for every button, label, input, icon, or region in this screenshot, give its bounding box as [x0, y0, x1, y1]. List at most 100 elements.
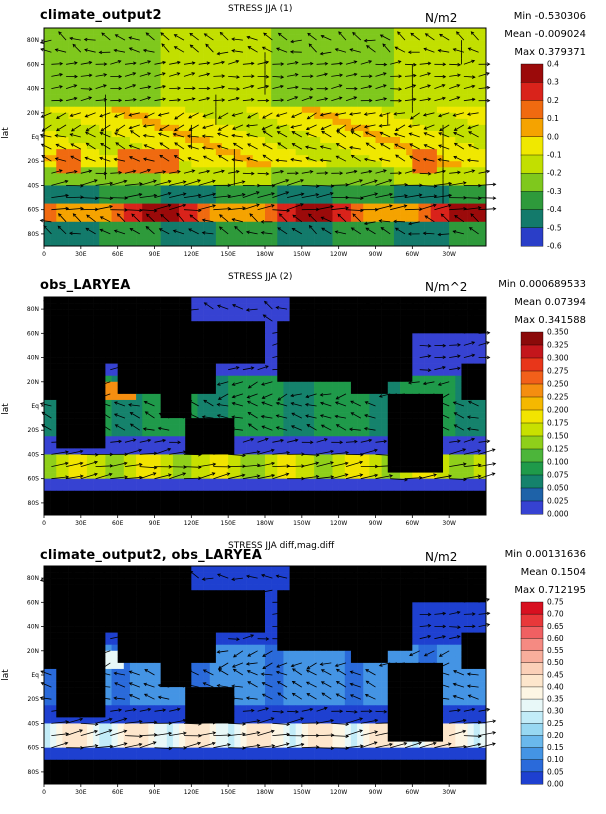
map-cell — [400, 173, 407, 180]
map-cell — [172, 215, 180, 223]
map-cell — [320, 303, 327, 310]
map-cell — [443, 315, 450, 322]
wind-vector — [291, 112, 302, 118]
map-cell — [142, 339, 149, 346]
map-cell — [449, 161, 456, 168]
map-cell — [99, 28, 106, 35]
map-cell — [185, 303, 192, 310]
map-cell — [283, 40, 290, 47]
map-cell — [111, 58, 118, 65]
wind-vector — [287, 193, 304, 198]
map-cell — [136, 70, 143, 77]
wind-vector — [261, 232, 273, 235]
map-cell — [430, 345, 438, 352]
map-cell — [258, 137, 266, 144]
wind-vector — [408, 221, 420, 225]
map-cell — [123, 88, 131, 95]
map-cell — [240, 215, 247, 223]
map-cell — [117, 345, 125, 352]
map-cell — [74, 118, 82, 126]
map-cell — [430, 303, 438, 310]
map-cell — [455, 197, 462, 204]
map-cell — [252, 327, 260, 334]
map-cell — [320, 167, 327, 174]
map-cell — [344, 112, 352, 120]
wind-vector-head — [410, 32, 415, 37]
map-cell — [117, 34, 125, 41]
map-cell — [123, 233, 131, 241]
map-cell — [381, 315, 389, 322]
map-cell — [93, 345, 100, 352]
map-cell — [479, 197, 487, 204]
map-cell — [142, 227, 149, 235]
map-cell — [179, 239, 186, 247]
wind-vector-head — [403, 204, 408, 208]
map-cell — [344, 321, 352, 328]
map-cell — [172, 137, 180, 144]
map-cell — [222, 130, 229, 138]
map-cell — [209, 327, 217, 334]
map-cell — [443, 46, 450, 53]
map-cell — [68, 64, 75, 71]
map-cell — [258, 227, 266, 235]
map-cell — [289, 137, 296, 144]
map-cell — [326, 369, 333, 377]
map-cell — [314, 351, 321, 358]
map-cell — [50, 130, 57, 138]
map-cell — [473, 94, 481, 101]
wind-vector-head — [378, 157, 383, 162]
wind-vector-head — [236, 75, 240, 79]
map-cell — [99, 357, 106, 364]
map-cell — [443, 363, 450, 370]
map-cell — [326, 76, 333, 83]
map-cell — [479, 112, 487, 120]
wind-vector — [198, 62, 210, 65]
map-cell — [148, 28, 155, 35]
map-cell — [418, 327, 425, 334]
map-cell — [375, 239, 382, 247]
wind-vector-head — [448, 181, 453, 186]
map-cell — [117, 112, 125, 120]
map-cell — [56, 303, 63, 310]
map-cell — [111, 124, 118, 132]
wind-vector-head — [492, 196, 497, 200]
map-cell — [363, 70, 370, 77]
map-cell — [375, 173, 382, 180]
map-cell — [228, 46, 235, 53]
map-cell — [197, 28, 204, 35]
wind-vector — [213, 86, 225, 89]
map-cell — [93, 185, 100, 192]
wind-vector-head — [309, 74, 314, 79]
map-cell — [105, 309, 112, 316]
map-cell — [467, 94, 475, 101]
map-cell — [111, 118, 118, 126]
map-cell — [68, 345, 75, 352]
map-cell — [473, 76, 481, 83]
map-cell — [369, 173, 376, 180]
map-cell — [179, 70, 186, 77]
map-cell — [430, 381, 438, 389]
map-cell — [363, 173, 370, 180]
map-cell — [234, 34, 241, 41]
map-cell — [117, 94, 125, 101]
map-cell — [283, 34, 290, 41]
lat-tick-label: 40S — [28, 182, 40, 189]
map-cell — [203, 345, 211, 352]
map-cell — [222, 321, 229, 328]
wind-vector-head — [412, 169, 417, 173]
map-cell — [406, 357, 413, 364]
map-cell — [350, 191, 358, 198]
wind-vector-head — [295, 85, 299, 90]
map-cell — [50, 345, 57, 352]
wind-vector — [130, 130, 141, 138]
map-cell — [301, 28, 309, 35]
map-cell — [222, 209, 229, 217]
map-cell — [234, 387, 241, 395]
wind-vector-head — [442, 96, 446, 101]
wind-vector — [169, 193, 186, 198]
map-cell — [412, 233, 419, 241]
map-cell — [50, 155, 57, 162]
map-cell — [44, 399, 51, 407]
map-cell — [258, 185, 266, 192]
wind-vector — [65, 84, 77, 89]
